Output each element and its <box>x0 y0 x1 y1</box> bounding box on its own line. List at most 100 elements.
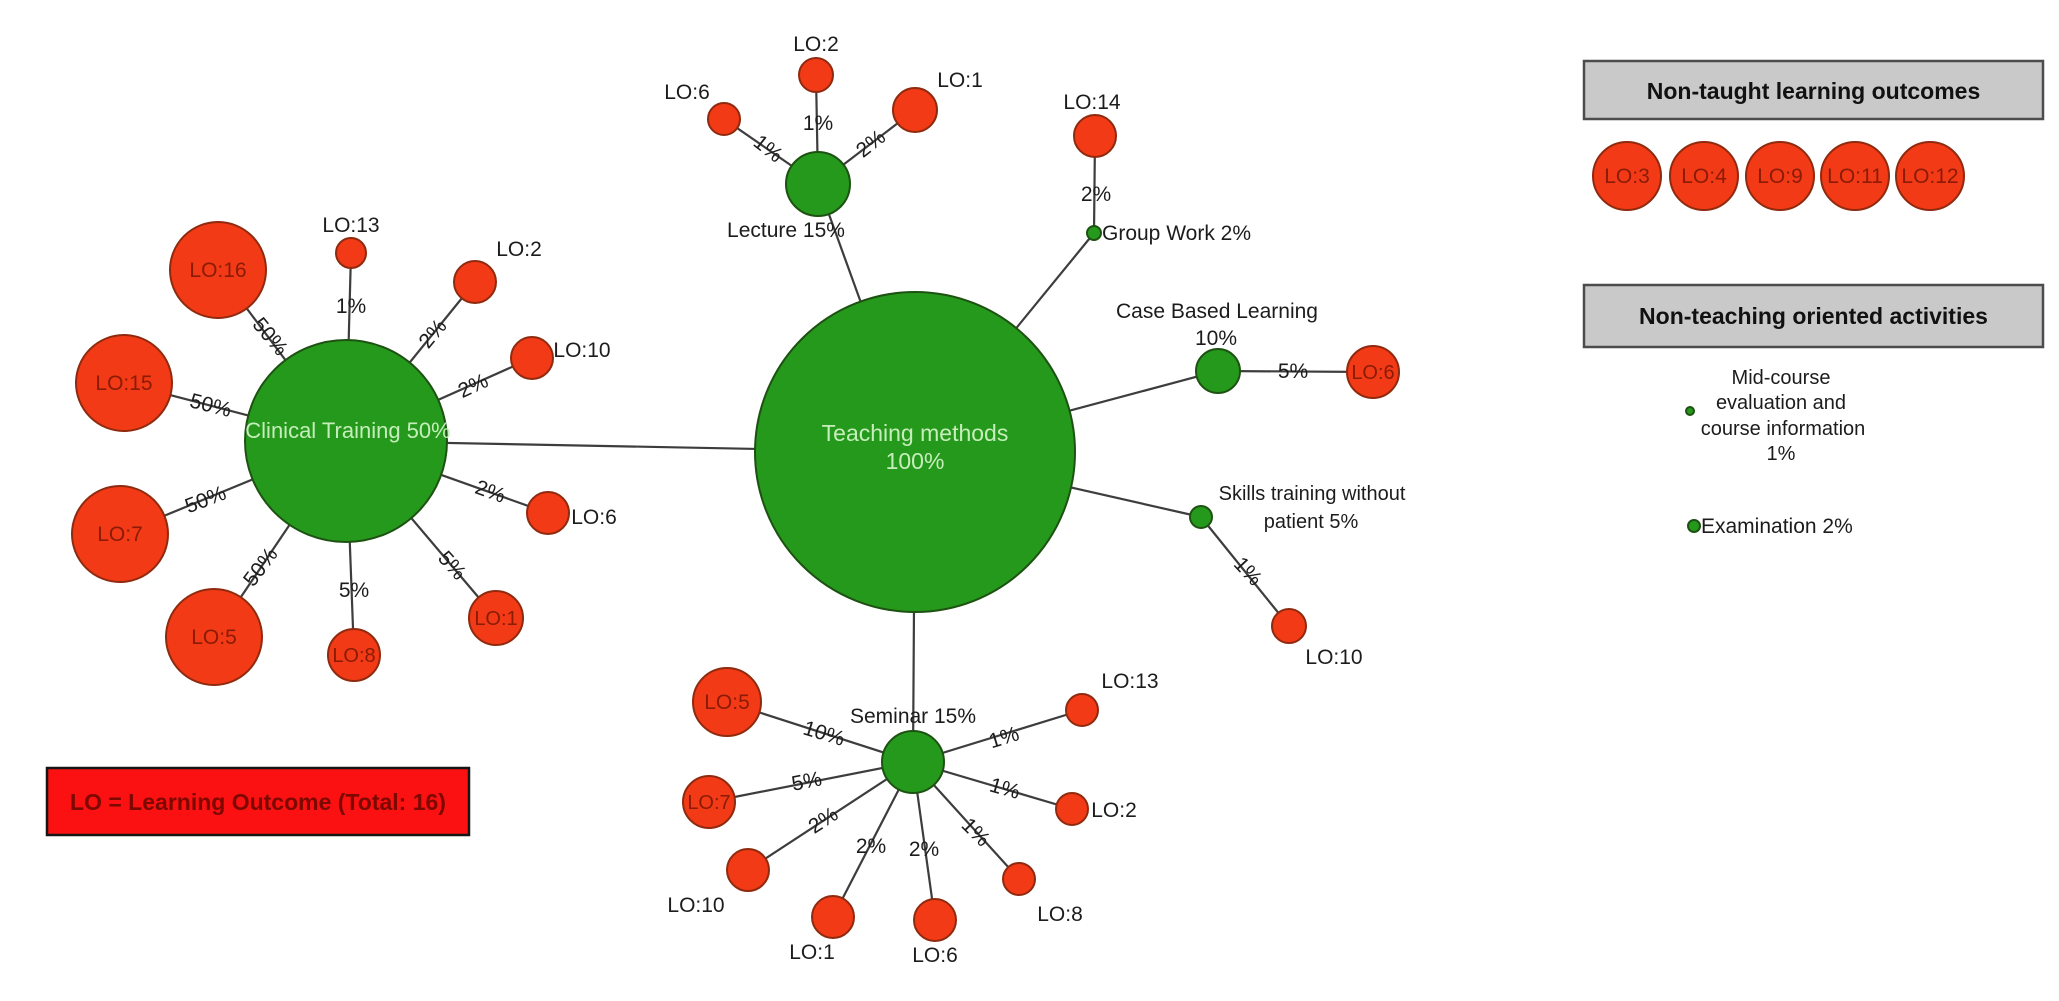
edge-label-lecture-lo2_lec: 1% <box>803 112 833 135</box>
node-cbl <box>1195 348 1241 394</box>
lo6-clinical-label: LO:6 <box>571 506 617 529</box>
node-lecture <box>785 151 851 217</box>
seminar-label: Seminar 15% <box>850 705 976 728</box>
node-lo8s <box>1002 862 1036 896</box>
lo7-label: LO:7 <box>97 523 143 546</box>
lo2-clinical-label: LO:2 <box>496 238 542 261</box>
case-based-learning-label: Case Based Learning <box>1116 300 1318 323</box>
edge-label-lecture-lo1_lec: 2% <box>852 125 890 162</box>
node-lo8c <box>327 628 381 682</box>
edge-label-lecture-lo6_lec: 1% <box>749 130 787 167</box>
non-teaching-header: Non-teaching oriented activities <box>1639 303 1988 329</box>
node-lo6s <box>913 898 957 942</box>
node-leg_lo12 <box>1895 141 1965 211</box>
node-lo6_cbl <box>1346 345 1400 399</box>
edge-label-seminar-lo5s: 10% <box>800 717 847 751</box>
node-lo1c <box>468 590 524 646</box>
node-skills <box>1189 505 1213 529</box>
node-lo5c <box>165 588 263 686</box>
node-lo5s <box>692 667 762 737</box>
teaching-methods-pct: 100% <box>886 448 945 474</box>
edge-label-clinical-lo1c: 5% <box>433 547 470 585</box>
edge-label-seminar-lo13s: 1% <box>986 722 1022 753</box>
examination-label: Examination 2% <box>1701 515 1853 538</box>
node-lo10s <box>726 848 770 892</box>
edge-label-clinical-lo8c: 5% <box>339 579 369 602</box>
lo10-clinical-label: LO:10 <box>553 339 610 362</box>
lo6-lecture-label: LO:6 <box>664 81 710 104</box>
lo6-cbl-label: LO:6 <box>1351 362 1394 384</box>
teaching-methods-label: Teaching methods <box>822 420 1009 446</box>
node-lo10_sk <box>1271 608 1307 644</box>
edge-label-clinical-lo6c: 2% <box>472 476 508 508</box>
node-leg_lo9 <box>1745 141 1815 211</box>
lo8-clinical-label: LO:8 <box>332 645 375 667</box>
edge-label-seminar-lo6s: 2% <box>909 838 939 861</box>
node-lo2c <box>453 260 497 304</box>
lo5-clinical-label: LO:5 <box>191 626 237 649</box>
lecture-label: Lecture 15% <box>727 219 845 242</box>
node-lo1_lec <box>892 87 938 133</box>
lo-abbreviation-note: LO = Learning Outcome (Total: 16) <box>70 789 446 815</box>
node-seminar <box>881 730 945 794</box>
edge-label-cbl-lo6_cbl: 5% <box>1278 360 1308 383</box>
node-clinical <box>244 339 448 543</box>
edge-label-seminar-lo2s: 1% <box>987 774 1023 804</box>
node-midcourse <box>1685 406 1695 416</box>
legend-lo11-label: LO:11 <box>1827 165 1883 188</box>
edge-seminar-lo10s <box>747 761 914 871</box>
lo-abbreviation-note-box <box>45 766 471 837</box>
edge-label-clinical-lo15: 50% <box>187 389 233 421</box>
lo13-seminar-label: LO:13 <box>1101 670 1158 693</box>
lo16-label: LO:16 <box>189 259 246 282</box>
node-leg_lo11 <box>1820 141 1890 211</box>
skills-training-label-line1: Skills training without <box>1219 483 1406 505</box>
lo15-label: LO:15 <box>95 372 152 395</box>
edge-skills-lo10_sk <box>1200 516 1290 627</box>
edge-label-clinical-lo7: 50% <box>182 482 229 519</box>
node-lo13c <box>335 237 367 269</box>
skills-training-label-line2: patient 5% <box>1264 511 1359 533</box>
edge-label-clinical-lo10c: 2% <box>455 369 492 403</box>
legend-lo3-label: LO:3 <box>1604 165 1650 188</box>
lo1-seminar-label: LO:1 <box>789 941 835 964</box>
edge-label-clinical-lo2c: 2% <box>414 315 451 353</box>
node-lo6_lec <box>707 102 741 136</box>
non-taught-header-box <box>1582 59 2045 121</box>
midcourse-label-line1: Mid-course <box>1732 367 1831 389</box>
node-groupwork <box>1086 225 1102 241</box>
lo2-lecture-label: LO:2 <box>793 33 839 56</box>
node-lo16 <box>169 221 267 319</box>
lo2-seminar-label: LO:2 <box>1091 799 1137 822</box>
edge-label-groupwork-lo14: 2% <box>1081 183 1111 206</box>
legend-lo9-label: LO:9 <box>1757 165 1803 188</box>
lo1-clinical-label: LO:1 <box>474 608 517 630</box>
midcourse-label-line3: course information <box>1701 418 1866 440</box>
node-lo10c <box>510 336 554 380</box>
node-teaching <box>754 291 1076 613</box>
group-work-label: Group Work 2% <box>1102 222 1251 245</box>
lo13-clinical-label: LO:13 <box>322 214 379 237</box>
node-lo1s <box>811 895 855 939</box>
lo5-seminar-label: LO:5 <box>704 691 750 714</box>
node-lo14 <box>1073 114 1117 158</box>
lo1-lecture-label: LO:1 <box>937 69 983 92</box>
edge-label-seminar-lo7s: 5% <box>790 767 824 795</box>
edge-label-clinical-lo13c: 1% <box>336 295 366 318</box>
lo10-skills-label: LO:10 <box>1305 646 1362 669</box>
edge-label-clinical-lo5c: 50% <box>239 543 283 590</box>
node-lo15 <box>75 334 173 432</box>
lo14-label: LO:14 <box>1063 91 1121 114</box>
legend-lo4-label: LO:4 <box>1681 165 1727 188</box>
edge-label-seminar-lo1s: 2% <box>856 835 886 858</box>
node-lo2s <box>1055 792 1089 826</box>
non-teaching-header-box <box>1582 283 2045 349</box>
node-lo6c <box>526 491 570 535</box>
legend-lo12-label: LO:12 <box>1901 165 1958 188</box>
lo6-seminar-label: LO:6 <box>912 944 958 967</box>
node-lo7 <box>71 485 169 583</box>
node-leg_lo3 <box>1592 141 1662 211</box>
node-lo13s <box>1065 693 1099 727</box>
